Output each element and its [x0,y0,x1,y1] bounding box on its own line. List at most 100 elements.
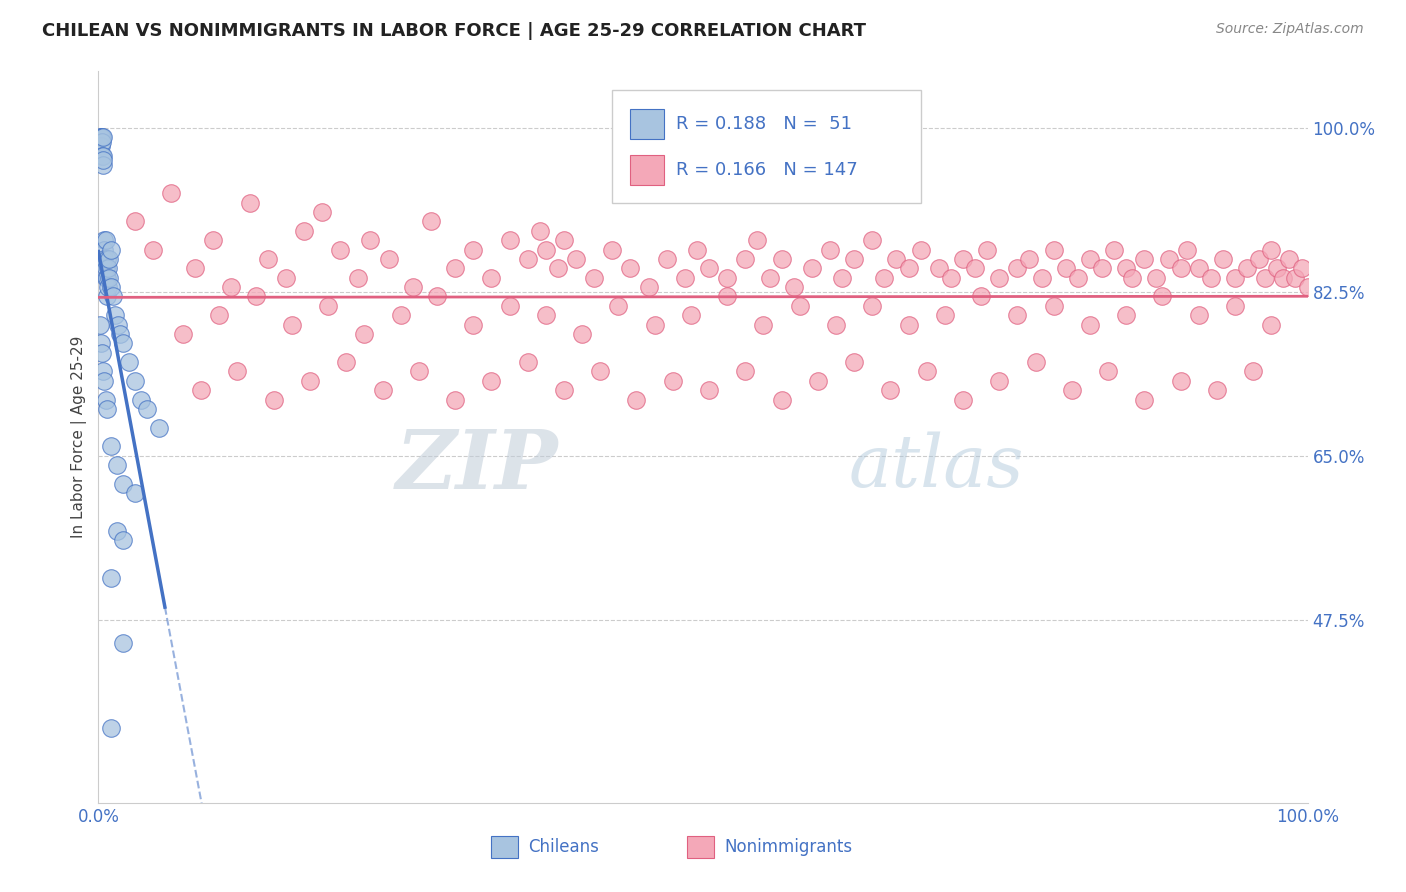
Point [1223,270,1246,285]
Text: Chileans: Chileans [527,838,599,855]
Point [976,243,998,257]
Point [534,308,557,322]
Point [644,318,666,332]
Point [1146,270,1168,285]
Point [844,355,866,369]
Point [988,270,1011,285]
Point [172,326,194,341]
Point [516,252,538,266]
Point [335,355,357,369]
Point [686,243,709,257]
Point [311,205,333,219]
Point [516,355,538,369]
Point [1067,270,1090,285]
Point [108,326,131,341]
Point [1133,392,1156,407]
Point [1254,270,1277,285]
Point [481,270,503,285]
Bar [630,110,664,138]
Point [673,270,696,285]
Text: R = 0.166   N = 147: R = 0.166 N = 147 [676,161,858,179]
Text: Nonimmigrants: Nonimmigrants [724,838,853,855]
Point [619,261,641,276]
Point [97,280,120,294]
Point [860,233,883,247]
Point [100,440,122,454]
Point [463,243,485,257]
Point [860,299,883,313]
Point [1212,252,1234,266]
Point [184,261,207,276]
Text: R = 0.188   N =  51: R = 0.188 N = 51 [676,115,852,133]
Point [118,355,141,369]
Point [734,364,756,378]
Point [377,252,399,266]
Point [1170,261,1192,276]
Point [637,280,659,294]
Point [1078,252,1101,266]
Point [1272,270,1295,285]
Point [124,486,146,500]
Point [1157,252,1180,266]
Point [420,214,443,228]
Point [444,261,467,276]
Point [1042,243,1064,257]
Point [553,233,575,247]
Text: Source: ZipAtlas.com: Source: ZipAtlas.com [1216,22,1364,37]
Point [190,383,212,397]
Point [96,401,118,416]
Point [1267,261,1289,276]
Point [818,243,841,257]
Point [571,326,593,341]
Point [100,721,122,735]
Point [782,280,804,294]
Point [1007,261,1029,276]
Point [129,392,152,407]
Point [716,270,738,285]
Point [89,130,111,145]
Point [1199,270,1222,285]
Point [98,270,121,285]
Point [1097,364,1119,378]
Point [111,336,134,351]
Text: CHILEAN VS NONIMMIGRANTS IN LABOR FORCE | AGE 25-29 CORRELATION CHART: CHILEAN VS NONIMMIGRANTS IN LABOR FORCE … [42,22,866,40]
Point [1042,299,1064,313]
Point [1115,308,1137,322]
Point [825,318,848,332]
Point [734,252,756,266]
Point [1296,280,1319,294]
Point [221,280,243,294]
Point [104,308,127,322]
Point [90,139,112,153]
Point [426,289,449,303]
Point [716,289,738,303]
Point [910,243,932,257]
Point [239,195,262,210]
Point [142,243,165,257]
Point [299,374,322,388]
Y-axis label: In Labor Force | Age 25-29: In Labor Force | Age 25-29 [72,336,87,538]
Point [934,308,956,322]
Point [758,270,780,285]
Point [94,392,117,407]
Point [770,252,793,266]
FancyBboxPatch shape [613,90,921,203]
Point [1121,270,1143,285]
Point [353,326,375,341]
Point [100,571,122,585]
Point [93,233,115,247]
Point [1060,383,1083,397]
Point [148,420,170,434]
Point [360,233,382,247]
Point [91,345,114,359]
Point [1170,374,1192,388]
Point [91,135,114,149]
Point [107,318,129,332]
Point [94,233,117,247]
Point [90,130,112,145]
Point [602,243,624,257]
Point [91,158,114,172]
Point [100,243,122,257]
Point [679,308,702,322]
Point [111,477,134,491]
